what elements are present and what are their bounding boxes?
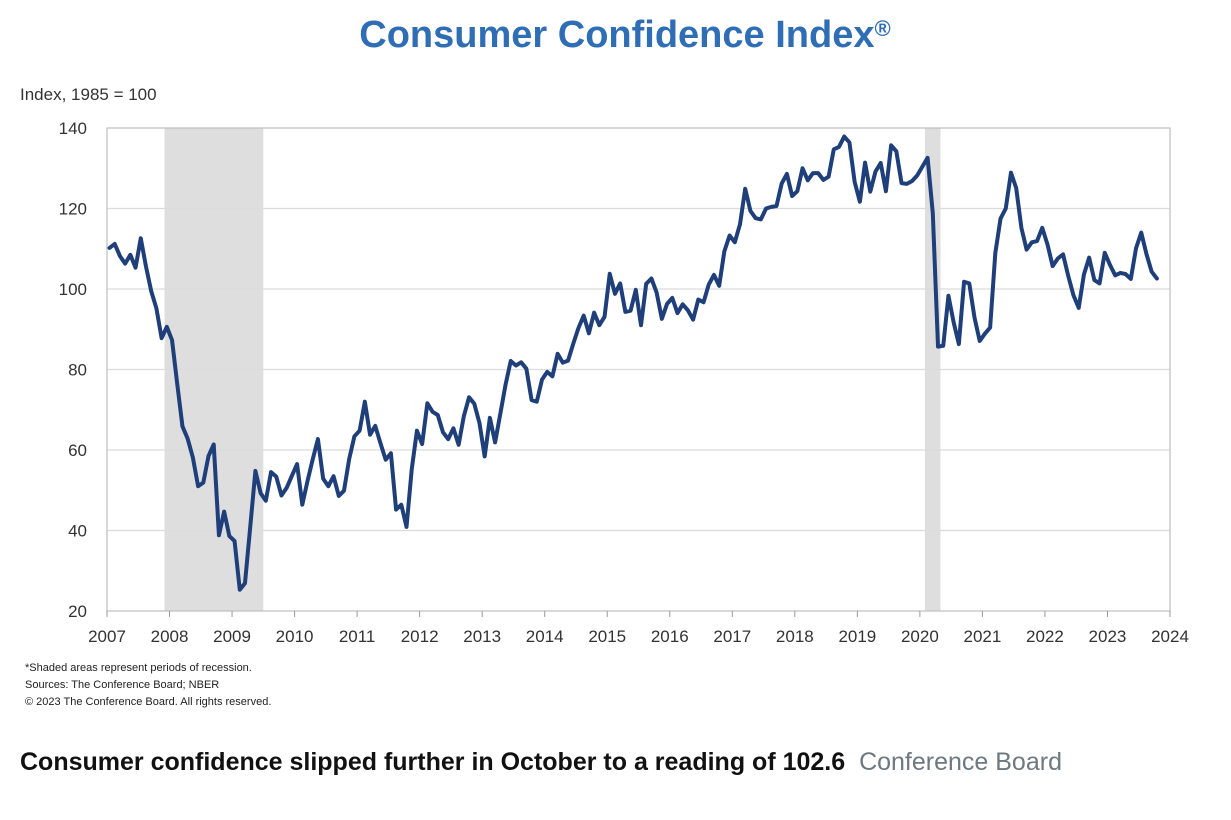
y-tick-label: 20 [68,602,87,621]
y-tick-label: 120 [59,200,87,219]
y-tick-label: 100 [59,280,87,299]
chart-title-text: Consumer Confidence Index [359,14,875,56]
x-tick-label: 2008 [151,627,189,646]
x-tick-label: 2016 [651,627,689,646]
x-tick-label: 2024 [1151,627,1189,646]
note-copyright: © 2023 The Conference Board. All rights … [25,696,272,708]
chart-canvas: 20 40 60 80 100 120 140 2007 2008 2009 2010 2011 201… [59,119,1189,646]
chart-title: Consumer Confidence Index® [0,14,1231,57]
x-tick-label: 2007 [88,627,126,646]
caption: Consumer confidence slipped further in O… [20,742,1180,783]
y-tick-label: 80 [68,361,87,380]
note-shaded: *Shaded areas represent periods of reces… [25,662,252,674]
caption-source: Conference Board [859,748,1062,776]
registered-mark: ® [874,16,891,41]
x-tick-label: 2019 [838,627,876,646]
x-tick-label: 2011 [339,627,376,646]
x-tick-label: 2012 [401,627,439,646]
x-tick-label: 2015 [588,627,626,646]
plot-border [106,127,1171,612]
x-tick-label: 2021 [963,627,1001,646]
x-tick-label: 2013 [463,627,501,646]
note-sources: Sources: The Conference Board; NBER [25,679,220,691]
y-axis-label: Index, 1985 = 100 [20,85,157,104]
series-line-cci [107,134,1159,592]
y-tick-label: 60 [68,441,87,460]
x-tick-label: 2009 [213,627,251,646]
x-tick-label: 2018 [776,627,814,646]
caption-text: Consumer confidence slipped further in O… [20,748,846,776]
x-tick-label: 2023 [1089,627,1127,646]
y-tick-label: 40 [68,522,87,541]
x-tick-label: 2010 [276,627,314,646]
x-tick-label: 2020 [901,627,939,646]
y-tick-label: 140 [59,119,87,138]
x-tick-label: 2017 [713,627,751,646]
x-tick-label: 2022 [1026,627,1064,646]
x-tick-label: 2014 [526,627,564,646]
